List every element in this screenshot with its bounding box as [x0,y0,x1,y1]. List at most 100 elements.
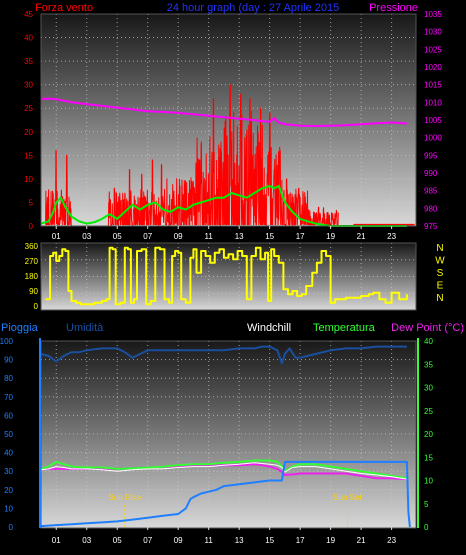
y-tick-label: 25 [424,407,433,416]
y-tick-label: 1020 [424,63,442,72]
y-tick-label: 90 [29,287,38,296]
sun-annotation-label: Sun Rise [109,493,142,502]
direction-grid [41,243,416,310]
direction-left-axis-ticks: 0 90 180 270 360 [25,242,39,311]
y-tick-label: 30 [4,467,13,476]
y-tick-label: 100 [0,337,14,346]
pressure-line [41,97,407,127]
dewpoint-label: Dew Point (°C) [391,322,464,334]
y-tick-label: 0 [9,523,14,532]
wind-axis-label: Forza vento [35,2,93,14]
y-tick-label: 980 [424,204,438,213]
x-tick-label: 17 [296,232,305,241]
x-tick-label: 05 [113,232,122,241]
y-tick-label: 270 [25,257,39,266]
temp-series [40,345,411,528]
x-tick-label: 09 [174,536,183,545]
y-tick-label: 70 [4,393,13,402]
x-tick-label: 23 [387,232,396,241]
y-tick-label: 20 [24,128,33,137]
x-tick-label: 03 [82,232,91,241]
y-tick-label: 1000 [424,134,442,143]
y-tick-label: 10 [4,504,13,513]
y-tick-label: 1015 [424,81,442,90]
direction-series [45,246,408,306]
x-tick-label: 01 [52,232,61,241]
y-tick-label: 45 [24,10,33,19]
y-tick-label: 40 [424,337,433,346]
x-tick-label: 09 [174,232,183,241]
y-tick-label: 40 [24,34,33,43]
wind-gust-line [40,185,407,227]
y-tick-label: 1010 [424,98,442,107]
y-tick-label: 50 [4,430,13,439]
x-tick-label: 17 [296,536,305,545]
y-tick-label: 995 [424,151,438,160]
y-tick-label: 20 [4,486,13,495]
x-tick-label: 11 [205,536,214,545]
x-tick-label: 15 [265,232,274,241]
y-tick-label: 30 [24,81,33,90]
sun-annotations: Sun Rise Sun Set [109,493,362,527]
compass-label: N [436,293,443,304]
y-tick-label: 15 [24,151,33,160]
pressure-axis-label: Pressione [369,2,418,14]
y-tick-label: 1035 [424,10,442,19]
compass-label: E [437,281,444,292]
y-tick-label: 10 [24,175,33,184]
y-tick-label: 35 [24,57,33,66]
y-tick-label: 0 [424,523,429,532]
x-tick-label: 13 [235,536,244,545]
y-tick-label: 15 [424,453,433,462]
y-tick-label: 0 [29,222,34,231]
x-tick-label: 13 [235,232,244,241]
pressure-right-axis-ticks: 975 980 985 990 995 1000 1005 1010 1015 1020 1025 1… [424,10,442,231]
compass-label: N [436,243,443,254]
y-tick-label: 10 [424,477,433,486]
rain-line [40,460,411,528]
x-tick-label: 07 [143,232,152,241]
y-tick-label: 1030 [424,28,442,37]
x-tick-label: 01 [52,536,61,545]
wind-left-axis-ticks: 0 5 10 15 20 25 30 35 40 45 [24,10,33,231]
rain-axis-label: Pioggia [1,322,39,334]
temperature-line [40,459,408,480]
compass-label: S [437,268,444,279]
wind-direction-line [45,246,408,306]
y-tick-label: 35 [424,360,433,369]
windchill-label: Windchill [247,322,291,334]
y-tick-label: 975 [424,222,438,231]
sun-annotation-label: Sun Set [333,493,362,502]
x-tick-label: 11 [205,232,214,241]
y-tick-label: 180 [25,272,39,281]
humidity-axis-label: Umidità [66,322,104,334]
humidity-line [40,345,407,365]
y-tick-label: 25 [24,104,33,113]
x-tick-label: 07 [143,536,152,545]
y-tick-label: 990 [424,169,438,178]
temp-right-axis-ticks: 0 5 10 15 20 25 30 35 40 [424,337,433,532]
y-tick-label: 80 [4,374,13,383]
temp-x-axis-ticks: 01 03 05 07 09 11 13 15 17 19 21 23 [52,527,397,545]
y-tick-label: 30 [424,384,433,393]
x-tick-label: 23 [387,536,396,545]
x-tick-label: 21 [357,536,366,545]
chart-title: 24 hour graph (day : 27 Aprile 2015 [167,2,339,14]
x-tick-label: 21 [357,232,366,241]
x-tick-label: 19 [326,536,335,545]
y-tick-label: 1025 [424,45,442,54]
y-tick-label: 5 [29,198,34,207]
temp-grid [41,341,416,527]
rain-left-axis-ticks: 0 10 20 30 40 50 60 70 80 90 100 [0,337,14,532]
y-tick-label: 360 [25,242,39,251]
y-tick-label: 40 [4,449,13,458]
y-tick-label: 5 [424,500,429,509]
temperature-label: Temperatura [313,322,376,334]
y-tick-label: 90 [4,356,13,365]
y-tick-label: 0 [34,302,39,311]
